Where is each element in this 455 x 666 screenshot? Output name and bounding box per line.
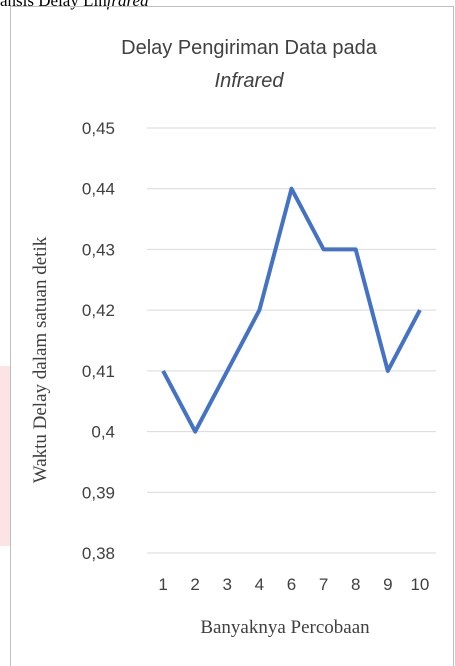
x-tick-label: 1 <box>158 575 167 594</box>
x-tick-label: 4 <box>255 575 264 594</box>
chart-title-line2: Infrared <box>215 70 285 92</box>
x-tick-label: 8 <box>351 575 360 594</box>
y-axis-title: Waktu Delay dalam satuan detik <box>30 236 51 483</box>
chart-title-line1: Delay Pengiriman Data pada <box>121 37 378 59</box>
x-tick-label: 9 <box>383 575 392 594</box>
watermark-stripe <box>0 366 10 546</box>
x-tick-label: 7 <box>319 575 328 594</box>
y-tick-label: 0,39 <box>82 483 115 502</box>
y-tick-label: 0,4 <box>91 423 115 442</box>
y-tick-label: 0,44 <box>82 180 115 199</box>
y-tick-label: 0,38 <box>82 544 115 563</box>
page-top-text-prefix: ansis Delay Lin <box>0 0 107 10</box>
page-top-text: ansis Delay Linfrared <box>0 0 340 11</box>
x-axis-title: Banyaknya Percobaan <box>200 617 370 638</box>
series-line <box>161 186 422 434</box>
x-tick-label: 6 <box>287 575 296 594</box>
x-tick-label: 10 <box>410 575 429 594</box>
y-tick-labels: 0,45 0,44 0,43 0,42 0,41 0,4 0,39 0,38 <box>82 119 115 563</box>
x-tick-labels: 1 2 3 4 6 7 8 9 10 <box>158 575 429 594</box>
gridlines <box>147 127 436 554</box>
x-tick-label: 3 <box>223 575 232 594</box>
page-top-text-italic: frared <box>106 0 149 10</box>
y-tick-label: 0,43 <box>82 240 115 259</box>
y-tick-label: 0,42 <box>82 301 115 320</box>
chart-frame <box>10 6 454 666</box>
y-tick-label: 0,41 <box>82 362 115 381</box>
y-tick-label: 0,45 <box>82 119 115 138</box>
x-tick-label: 2 <box>190 575 199 594</box>
